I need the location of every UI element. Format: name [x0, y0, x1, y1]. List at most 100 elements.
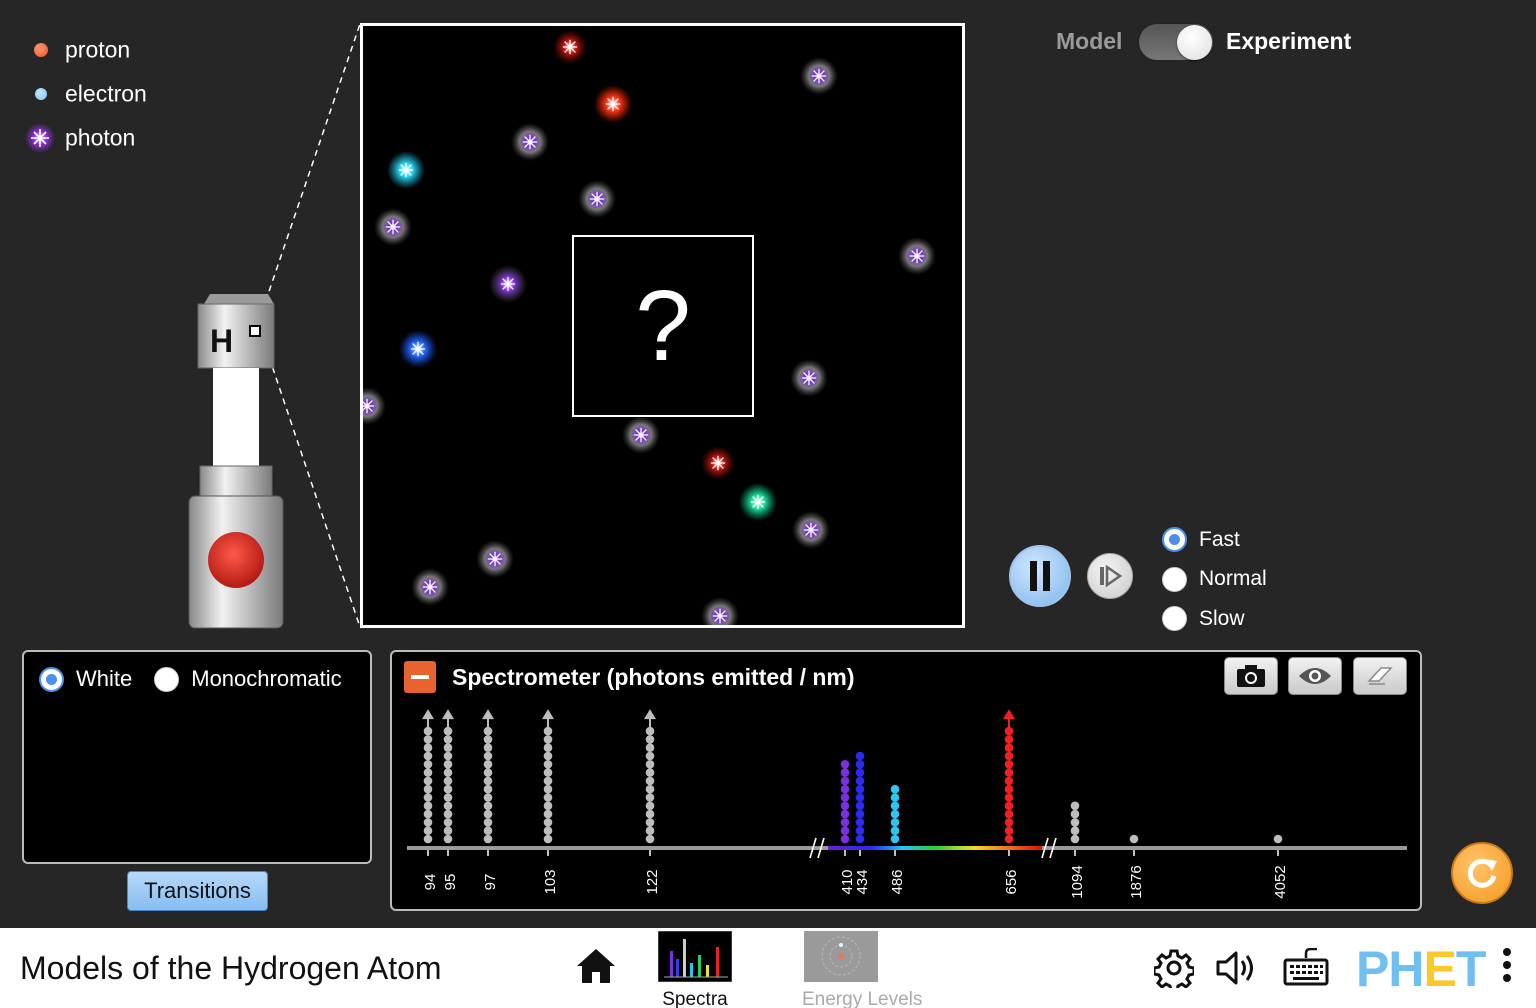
emission-dot [543, 826, 553, 835]
emission-dot [645, 768, 655, 777]
view-snapshots-button[interactable] [1288, 657, 1342, 695]
monochromatic-radio[interactable] [154, 666, 180, 692]
emission-dot [840, 793, 850, 802]
mystery-label: ? [635, 270, 691, 382]
radio-button[interactable] [1162, 527, 1187, 553]
screen-energy-levels-button[interactable]: Energy Levels [802, 931, 923, 1008]
radio-button[interactable] [1162, 566, 1187, 592]
emission-dot [543, 776, 553, 786]
speed-radio-group: Fast Normal Slow [1162, 520, 1267, 639]
speed-option-slow[interactable]: Slow [1162, 599, 1267, 639]
speed-option-fast[interactable]: Fast [1162, 520, 1267, 560]
eraser-button[interactable] [1353, 657, 1407, 695]
tick-label: 4052 [1272, 865, 1289, 898]
emission-dot [645, 743, 655, 752]
spectrometer-panel: 94 95 97 103 122 410 434 486 656 1094 1876 4052 Spe… [390, 650, 1422, 911]
emission-dot [840, 818, 850, 827]
emission-dot [1004, 784, 1014, 794]
step-forward-icon [1100, 564, 1122, 588]
emission-dot [483, 809, 493, 819]
transitions-button[interactable]: Transitions [127, 871, 268, 911]
emission-dot [645, 760, 655, 769]
sound-icon[interactable] [1214, 948, 1260, 988]
options-menu-icon[interactable] [1502, 948, 1512, 987]
radio-button[interactable] [1162, 606, 1187, 632]
emission-dot [645, 726, 655, 736]
emission-dot [423, 826, 433, 835]
fire-button[interactable] [208, 532, 264, 588]
white-light-label[interactable]: White [76, 666, 133, 691]
photon [411, 568, 449, 606]
step-forward-button[interactable] [1087, 553, 1133, 599]
reset-all-button[interactable] [1451, 842, 1513, 904]
tick-label: 410 [839, 869, 856, 894]
emission-dot [645, 826, 655, 835]
emission-dot [423, 760, 433, 769]
emission-dot [1004, 801, 1014, 811]
emission-dot [1129, 834, 1139, 844]
tick-label: 434 [854, 869, 871, 894]
emission-dot [483, 735, 493, 744]
emission-dot [1273, 834, 1283, 844]
photon [739, 483, 777, 521]
overflow-arrow [482, 709, 494, 720]
gear-icon[interactable] [1154, 948, 1194, 988]
tick-label: 95 [442, 874, 459, 891]
emission-dot [483, 826, 493, 835]
toggle-knob[interactable] [1177, 25, 1212, 60]
emission-dot [840, 760, 850, 769]
axis-break [1041, 837, 1049, 859]
emission-dot [423, 809, 433, 819]
emission-dot [443, 768, 453, 777]
overflow-arrow [442, 709, 454, 720]
speed-option-normal[interactable]: Normal [1162, 560, 1267, 600]
phet-logo[interactable]: PHET [1356, 941, 1486, 997]
experiment-label[interactable]: Experiment [1226, 28, 1352, 54]
emission-dot [543, 768, 553, 777]
keyboard-icon[interactable] [1283, 948, 1329, 988]
emission-dot [1004, 826, 1014, 835]
photon [792, 511, 830, 549]
white-light-radio[interactable] [39, 666, 64, 692]
pause-button[interactable] [1009, 545, 1071, 607]
emission-dot [890, 834, 900, 844]
emission-dot [543, 801, 553, 811]
model-label[interactable]: Model [1056, 28, 1123, 54]
emission-dot [423, 793, 433, 802]
collapse-button[interactable] [404, 661, 436, 693]
light-source-gun: H [188, 294, 284, 629]
overflow-arrow [542, 709, 554, 720]
emission-dot [483, 743, 493, 752]
emission-dot [443, 743, 453, 752]
emission-dot [423, 818, 433, 827]
model-experiment-toggle[interactable] [1138, 23, 1214, 61]
screen-spectra-button[interactable]: Spectra [656, 930, 734, 1008]
emission-dot [543, 751, 553, 761]
speed-label: Slow [1199, 606, 1245, 630]
tick-label: 103 [542, 869, 559, 894]
photon [476, 540, 514, 578]
emission-dot [483, 760, 493, 769]
emission-dot [645, 809, 655, 819]
photon [622, 416, 660, 454]
emission-dot [543, 735, 553, 744]
screen-label: Energy Levels [802, 989, 923, 1008]
emission-dot [840, 768, 850, 777]
photon [363, 387, 386, 425]
home-icon[interactable] [575, 946, 617, 986]
photon [374, 208, 412, 246]
emission-dot [1004, 768, 1014, 777]
emission-dot [543, 818, 553, 827]
sim-title: Models of the Hydrogen Atom [20, 950, 442, 986]
emission-dot [645, 818, 655, 827]
snapshot-button[interactable] [1224, 657, 1278, 695]
emission-dot [1004, 776, 1014, 786]
monochromatic-label[interactable]: Monochromatic [191, 666, 342, 691]
emission-dot [483, 818, 493, 827]
emission-dot [443, 726, 453, 736]
photon [387, 151, 425, 189]
photon [790, 359, 828, 397]
emission-dot [890, 818, 900, 827]
overflow-arrow [1003, 709, 1015, 720]
